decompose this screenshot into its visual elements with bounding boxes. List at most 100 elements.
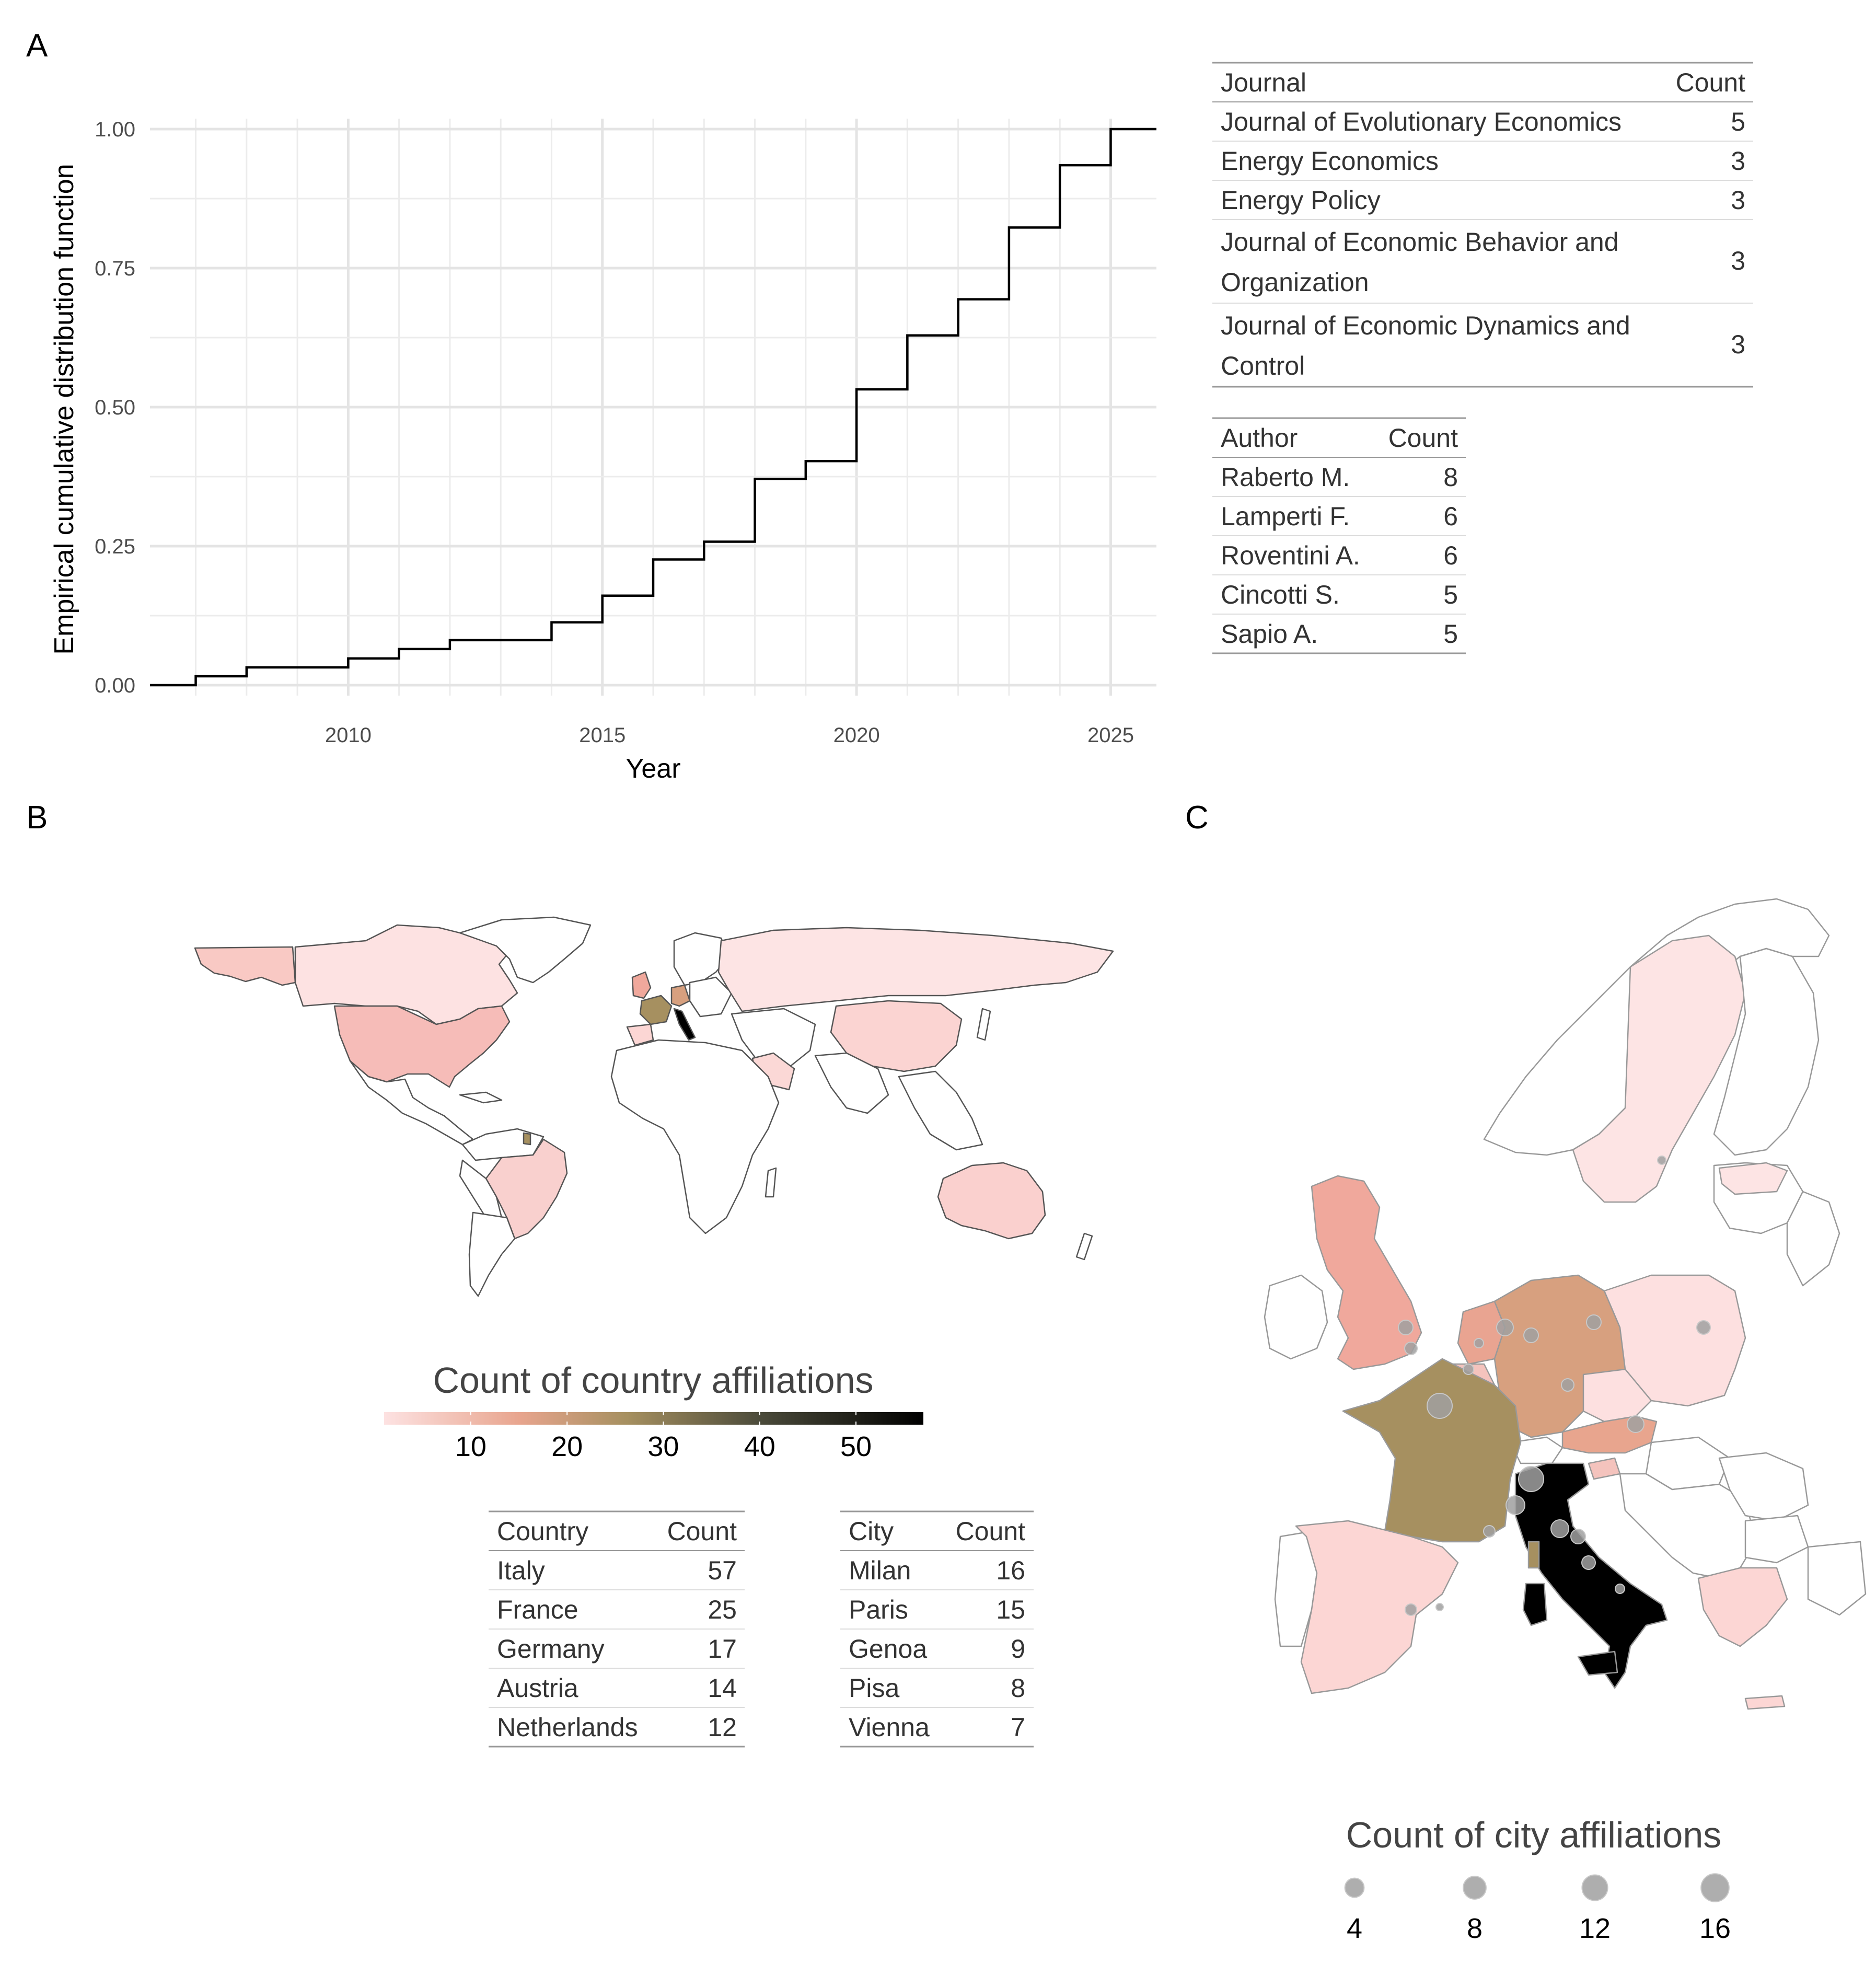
table-cell: Genoa xyxy=(849,1634,927,1664)
city-legend-bubble xyxy=(1700,1873,1730,1902)
table-cell-count: 12 xyxy=(708,1713,737,1742)
country-legend-tick-label: 40 xyxy=(744,1431,775,1462)
city-legend-bubble xyxy=(1344,1877,1365,1898)
table-row: Raberto M. 8 xyxy=(1221,463,1458,492)
city-bubble xyxy=(1561,1378,1574,1392)
region-south-asia xyxy=(814,1052,889,1114)
table-cell: Raberto M. xyxy=(1221,463,1350,492)
ecdf-chart: 0.00 0.25 0.50 0.75 1.00 2010 2015 2020 2025 Ye… xyxy=(49,118,1156,784)
city-size-legend: Count of city affiliations 4 8 12 16 xyxy=(1344,1815,1731,1944)
country-bulgaria xyxy=(1744,1515,1809,1564)
table-cell: Journal of Evolutionary Economics xyxy=(1221,107,1622,136)
table-cell: Paris xyxy=(849,1595,908,1624)
city-bubble-milan xyxy=(1518,1466,1544,1492)
city-bubble xyxy=(1435,1603,1444,1611)
table-cell-count: 3 xyxy=(1731,330,1745,359)
city-legend-bubble xyxy=(1463,1876,1487,1900)
city-legend-label: 4 xyxy=(1347,1913,1362,1944)
table-row: Germany 17 xyxy=(497,1634,737,1664)
city-bubble xyxy=(1657,1156,1666,1165)
table-header-cell: Count xyxy=(1676,68,1746,97)
country-legend-tick-label: 50 xyxy=(840,1431,872,1462)
ecdf-y-axis-label: Empirical cumulative distribution functi… xyxy=(49,164,79,654)
table-cell: Netherlands xyxy=(497,1713,638,1742)
table-cell: Pisa xyxy=(849,1673,899,1703)
country-united-kingdom xyxy=(1311,1175,1422,1370)
table-cell-count: 3 xyxy=(1731,246,1745,275)
table-cell: Journal of Economic Behavior and xyxy=(1221,227,1619,257)
country-finland xyxy=(1713,948,1820,1156)
table-cell: Germany xyxy=(497,1634,605,1664)
region-scandinavia xyxy=(673,932,730,986)
ecdf-y-tick-label: 1.00 xyxy=(95,118,135,141)
country-slovenia xyxy=(1588,1457,1621,1480)
table-cell-count: 16 xyxy=(996,1556,1025,1585)
city-bubble xyxy=(1483,1525,1496,1538)
city-legend-label: 8 xyxy=(1467,1913,1483,1944)
country-legend-tick-label: 20 xyxy=(551,1431,583,1462)
country-estonia xyxy=(1718,1162,1788,1195)
ecdf-y-tick-label: 0.25 xyxy=(95,535,135,558)
city-bubble xyxy=(1463,1364,1474,1375)
table-row: Journal of Economic Dynamics and Control 3 xyxy=(1221,311,1745,380)
table-cell-count: 8 xyxy=(1011,1673,1025,1703)
region-turkey-edge xyxy=(1807,1541,1867,1616)
city-bubble xyxy=(1405,1603,1417,1616)
city-bubble xyxy=(1474,1338,1484,1348)
ecdf-y-tick-label: 0.75 xyxy=(95,257,135,280)
table-cell: Energy Economics xyxy=(1221,146,1439,176)
country-japan xyxy=(976,1008,991,1041)
table-row: Sapio A. 5 xyxy=(1221,619,1458,649)
country-french-guiana xyxy=(523,1132,531,1146)
ecdf-y-tick-label: 0.50 xyxy=(95,396,135,419)
city-bubble xyxy=(1615,1584,1625,1594)
country-color-legend: Count of country affiliations 10 20 30 40 50 xyxy=(384,1360,923,1462)
island-sicily xyxy=(1577,1650,1618,1676)
ecdf-x-tick-label: 2020 xyxy=(833,724,880,747)
table-cell-count: 57 xyxy=(708,1556,737,1585)
table-cell-count: 3 xyxy=(1731,146,1745,176)
table-row: Netherlands 12 xyxy=(497,1713,737,1742)
city-bubble xyxy=(1696,1320,1711,1335)
island-corsica xyxy=(1527,1541,1540,1569)
table-cell: Control xyxy=(1221,351,1305,380)
table-header-cell: Country xyxy=(497,1517,588,1546)
city-bubble xyxy=(1496,1319,1514,1336)
ecdf-x-tick-labels: 2010 2015 2020 2025 xyxy=(325,724,1134,747)
country-greece xyxy=(1697,1567,1788,1647)
ecdf-y-tick-label: 0.00 xyxy=(95,674,135,697)
ecdf-x-axis-label: Year xyxy=(626,754,680,784)
table-row: Pisa 8 xyxy=(849,1673,1025,1703)
region-east-outline xyxy=(1786,1191,1840,1287)
table-header-cell: Count xyxy=(667,1517,737,1546)
country-legend-colorbar xyxy=(384,1412,923,1425)
table-header: City Count xyxy=(849,1517,1025,1546)
table-header-cell: Journal xyxy=(1221,68,1306,97)
country-germany xyxy=(670,984,691,1007)
island-crete xyxy=(1744,1695,1786,1710)
table-cell-count: 6 xyxy=(1443,541,1458,570)
city-legend-label: 16 xyxy=(1699,1913,1731,1944)
city-bubble-pisa xyxy=(1550,1519,1569,1538)
city-legend-items: 4 8 12 16 xyxy=(1344,1873,1731,1944)
country-table: Country Count Italy 57 France 25 Germany 17 Aust… xyxy=(489,1510,745,1748)
table-cell: Vienna xyxy=(849,1713,930,1742)
country-italy xyxy=(673,1008,696,1041)
country-france xyxy=(639,995,673,1025)
table-cell-count: 5 xyxy=(1443,619,1458,649)
table-header: Country Count xyxy=(497,1517,737,1546)
country-alaska xyxy=(194,946,296,986)
city-bubble-paris xyxy=(1427,1393,1453,1419)
country-mexico xyxy=(349,1060,474,1146)
table-row: Milan 16 xyxy=(849,1556,1025,1585)
ecdf-step-line xyxy=(150,128,1156,687)
table-cell: Organization xyxy=(1221,268,1369,297)
table-row: Italy 57 xyxy=(497,1556,737,1585)
table-header-cell: City xyxy=(849,1517,894,1546)
table-row: Genoa 9 xyxy=(849,1634,1025,1664)
ecdf-y-tick-labels: 0.00 0.25 0.50 0.75 1.00 xyxy=(95,118,135,697)
table-row: Roventini A. 6 xyxy=(1221,541,1458,570)
island-sardinia xyxy=(1522,1583,1548,1626)
table-row: Journal of Evolutionary Economics 5 xyxy=(1221,107,1745,136)
